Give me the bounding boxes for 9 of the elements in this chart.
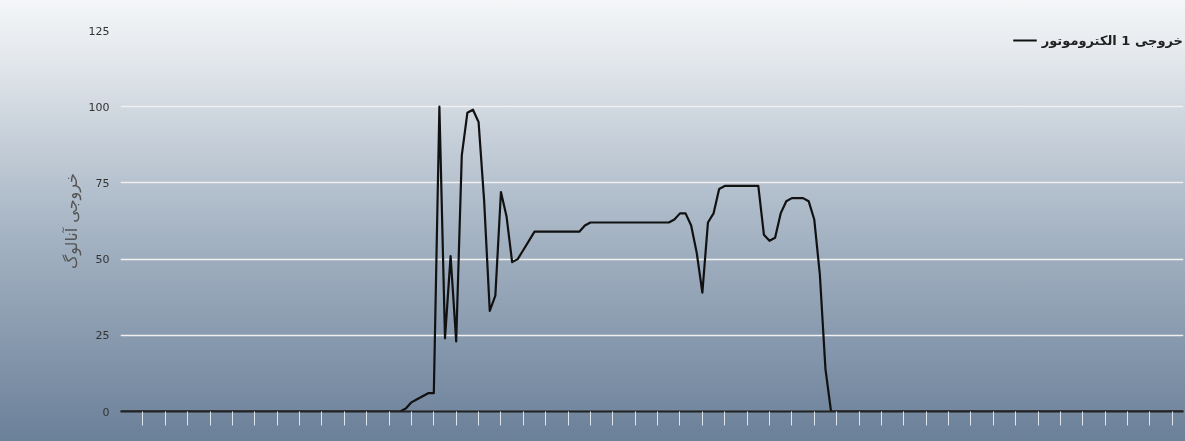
y-tick-label: 125 — [88, 24, 110, 38]
y-tick-label: 75 — [95, 176, 110, 190]
legend-label: خروجی 1 الکتروموتور — [1041, 32, 1183, 48]
y-tick-label: 0 — [102, 405, 110, 419]
line-series — [120, 105, 1184, 412]
y-axis-title: خروجی آنالوگ — [61, 173, 82, 269]
y-tick-label: 50 — [95, 253, 110, 267]
y-tick-label: 100 — [88, 100, 110, 114]
y-tick-label: 25 — [95, 329, 110, 343]
